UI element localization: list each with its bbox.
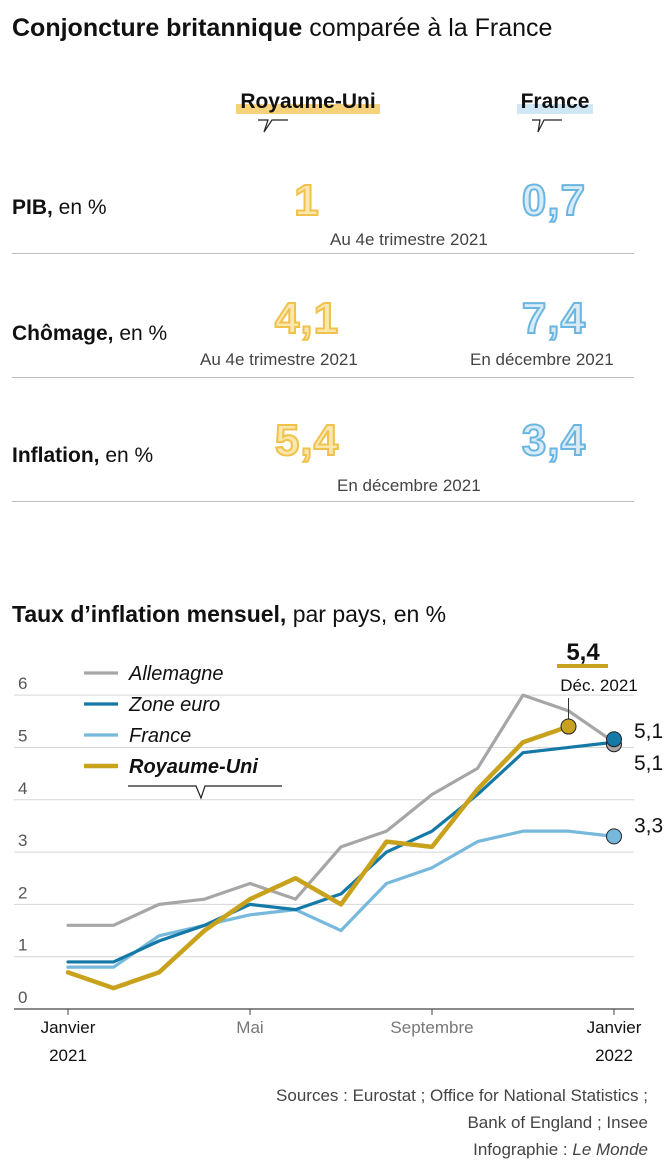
x-tick-label: Mai [236, 1018, 263, 1037]
row-divider [12, 377, 634, 378]
note-uk-chomage: Au 4e trimestre 2021 [200, 350, 358, 369]
credit-line: Infographie : Le Monde [473, 1140, 648, 1159]
column-label-uk: Royaume-Uni [236, 90, 379, 114]
legend-label: Royaume-Uni [129, 756, 258, 778]
column-header-france: France [490, 90, 620, 114]
value-uk-chomage: 4,1 [274, 293, 340, 344]
title-bold: Conjoncture britannique [12, 14, 303, 42]
x-tick-label: Janvier [41, 1018, 96, 1037]
x-tick-label: Septembre [390, 1018, 473, 1037]
chart-title: Taux d’inflation mensuel, par pays, en % [12, 601, 447, 627]
row-label-pib: PIB, en % [12, 196, 107, 219]
y-tick-label: 5 [18, 726, 27, 745]
end-value-label: 5,1 [634, 752, 663, 775]
end-point-marker [606, 731, 622, 748]
end-point-marker [560, 718, 577, 735]
annotation-date: Déc. 2021 [560, 676, 638, 695]
legend-pointer-icon [128, 785, 282, 800]
annotation-value: 5,4 [566, 640, 600, 666]
value-france-chomage: 7,4 [521, 293, 587, 344]
end-value-label: 3,3 [634, 814, 663, 837]
sources-line-2: Bank of England ; Insee [467, 1113, 648, 1132]
x-tick-label: Janvier [587, 1018, 642, 1037]
legend-label: Allemagne [128, 663, 224, 685]
end-value-label: 5,1 [634, 720, 663, 743]
legend-label: France [129, 725, 191, 747]
note-pib: Au 4e trimestre 2021 [330, 230, 488, 249]
y-tick-label: 0 [18, 988, 27, 1007]
y-tick-label: 4 [18, 779, 27, 798]
value-uk-pib: 1 [293, 175, 320, 226]
legend-label: Zone euro [128, 694, 220, 716]
title-rest: comparée à la France [302, 14, 553, 42]
value-france-pib: 0,7 [521, 175, 587, 226]
series-line-allemagne [66, 693, 616, 927]
note-inflation: En décembre 2021 [337, 476, 481, 495]
row-divider [12, 253, 634, 254]
y-tick-label: 6 [18, 674, 27, 693]
note-france-chomage: En décembre 2021 [470, 350, 614, 369]
uk-pointer-icon [258, 119, 288, 133]
series-line-royaume-uni [65, 724, 571, 991]
x-tick-label: 2022 [595, 1046, 633, 1065]
page-title: Conjoncture britannique comparée à la Fr… [12, 14, 552, 43]
france-pointer-icon [532, 119, 562, 133]
value-uk-inflation: 5,4 [274, 415, 340, 466]
y-tick-label: 2 [18, 883, 27, 902]
series-line-zone-euro [66, 740, 616, 964]
y-tick-label: 3 [18, 831, 27, 850]
row-label-chomage: Chômage, en % [12, 322, 168, 345]
series-line-france [66, 829, 616, 969]
row-divider [12, 501, 634, 502]
sources-line-1: Sources : Eurostat ; Office for National… [276, 1086, 648, 1105]
y-tick-label: 1 [18, 936, 27, 955]
value-france-inflation: 3,4 [521, 415, 587, 466]
column-label-france: France [517, 90, 594, 114]
inflation-line-chart: 0 1 2 3 4 5 6 Janvier 2021 Mai Septembre Janvier 20… [14, 640, 663, 1065]
row-label-inflation: Inflation, en % [12, 444, 154, 467]
end-point-marker [606, 828, 622, 845]
column-header-uk: Royaume-Uni [218, 90, 398, 114]
x-tick-label: 2021 [49, 1046, 87, 1065]
